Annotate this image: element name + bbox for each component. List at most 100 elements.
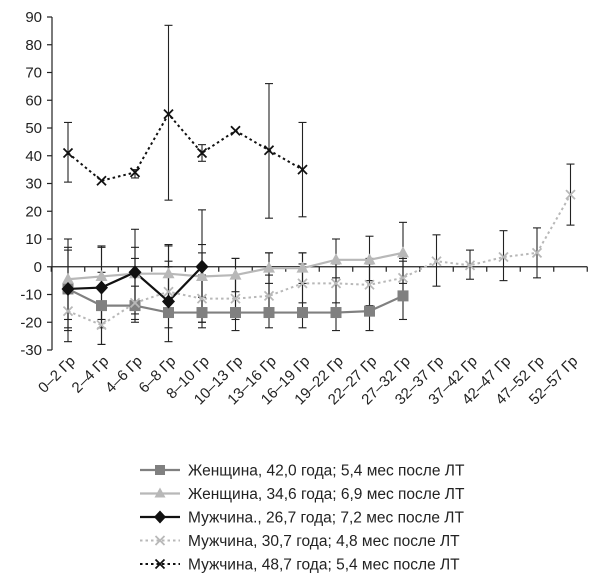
marker-stroke bbox=[196, 293, 208, 304]
series-marker bbox=[196, 307, 208, 319]
series-marker bbox=[196, 293, 208, 304]
marker-stroke bbox=[263, 290, 275, 302]
y-tick-label: -30 bbox=[20, 342, 42, 359]
legend: Женщина, 42,0 года; 5,4 мес после ЛТ Женщ… bbox=[140, 463, 465, 574]
marker-stroke bbox=[96, 175, 107, 186]
series-marker bbox=[162, 267, 175, 279]
series-marker bbox=[154, 535, 166, 546]
series-marker bbox=[162, 294, 175, 309]
series-marker bbox=[196, 147, 208, 159]
series-marker bbox=[297, 278, 308, 289]
series-marker bbox=[431, 256, 442, 267]
series-marker bbox=[296, 261, 309, 273]
series-marker bbox=[195, 259, 209, 274]
series-line bbox=[67, 112, 304, 182]
series-marker bbox=[230, 125, 241, 136]
marker-stroke bbox=[96, 319, 107, 331]
y-tick-label: 60 bbox=[25, 92, 42, 109]
series-marker bbox=[129, 167, 141, 178]
series-marker bbox=[95, 280, 108, 295]
marker-stroke bbox=[163, 286, 174, 297]
series-marker bbox=[330, 253, 342, 265]
series-marker bbox=[155, 465, 165, 475]
y-tick-label: 70 bbox=[25, 65, 42, 82]
series-marker bbox=[62, 306, 74, 317]
x-tick-label: 0–2 Гр bbox=[35, 353, 79, 397]
marker-stroke bbox=[129, 297, 141, 308]
series-marker bbox=[163, 286, 174, 297]
legend-label: Мужчина, 48,7 года; 5,4 мес после ЛТ bbox=[188, 557, 460, 574]
marker-stroke bbox=[129, 167, 141, 178]
series-marker bbox=[163, 108, 174, 120]
marker-stroke bbox=[330, 278, 342, 289]
series-marker bbox=[498, 251, 509, 263]
marker-stroke bbox=[431, 256, 442, 267]
series-marker bbox=[230, 293, 241, 304]
y-tick-label: -10 bbox=[20, 287, 42, 304]
y-tick-label: 90 bbox=[25, 9, 42, 26]
y-tick-label: -20 bbox=[20, 314, 42, 331]
series-marker bbox=[363, 253, 376, 265]
series-marker bbox=[330, 307, 342, 319]
series-marker bbox=[62, 272, 74, 284]
legend-item: Мужчина., 26,7 года; 7,2 мес после ЛТ bbox=[140, 510, 464, 527]
series-marker bbox=[129, 297, 141, 308]
marker-stroke bbox=[62, 306, 74, 317]
series-marker bbox=[229, 268, 242, 280]
series-marker bbox=[397, 246, 409, 258]
marker-stroke bbox=[62, 147, 74, 159]
legend-label: Женщина, 34,6 года; 6,9 мес после ЛТ bbox=[188, 486, 465, 503]
marker-stroke bbox=[297, 278, 308, 289]
marker-stroke bbox=[464, 260, 476, 271]
marker-stroke bbox=[498, 251, 509, 263]
marker-stroke bbox=[154, 535, 166, 546]
series-marker bbox=[531, 247, 543, 259]
series-lines bbox=[67, 112, 572, 327]
error-bars bbox=[64, 24, 575, 346]
series-marker bbox=[565, 189, 576, 200]
marker-stroke bbox=[230, 125, 241, 136]
series-marker bbox=[62, 147, 74, 159]
x-tick-label: 2–4 Гр bbox=[69, 353, 113, 397]
series-marker bbox=[96, 300, 107, 312]
y-tick-label: 50 bbox=[25, 120, 42, 137]
marker-stroke bbox=[263, 145, 275, 156]
marker-stroke bbox=[565, 189, 576, 200]
series-markers bbox=[61, 108, 576, 331]
legend-item: Женщина, 42,0 года; 5,4 мес после ЛТ bbox=[140, 463, 465, 480]
series-marker bbox=[364, 279, 375, 290]
y-tick-label: 10 bbox=[25, 231, 42, 248]
series-marker bbox=[230, 307, 241, 319]
marker-stroke bbox=[230, 293, 241, 304]
y-tick-label: 80 bbox=[25, 37, 42, 54]
y-tick-label: 20 bbox=[25, 203, 42, 220]
series-marker bbox=[263, 261, 275, 273]
series-marker bbox=[95, 269, 108, 281]
y-tick-label: 40 bbox=[25, 148, 42, 165]
series-marker bbox=[154, 487, 166, 498]
series-marker bbox=[263, 307, 275, 319]
series-marker bbox=[263, 145, 275, 156]
marker-stroke bbox=[196, 147, 208, 159]
series-marker bbox=[96, 175, 107, 186]
series-marker bbox=[128, 265, 142, 280]
series-marker bbox=[154, 558, 166, 570]
series-marker bbox=[96, 319, 107, 331]
legend-item: Мужчина, 48,7 года; 5,4 мес после ЛТ bbox=[140, 557, 460, 574]
marker-stroke bbox=[163, 108, 174, 120]
series-marker bbox=[163, 307, 174, 319]
series-marker bbox=[397, 290, 409, 302]
legend-label: Мужчина, 30,7 года; 4,8 мес после ЛТ bbox=[188, 533, 460, 550]
series-marker bbox=[364, 305, 375, 317]
marker-stroke bbox=[297, 164, 308, 175]
series-marker bbox=[297, 307, 308, 319]
y-tick-label: 0 bbox=[34, 259, 42, 276]
y-tick-label: 30 bbox=[25, 176, 42, 193]
legend-item: Женщина, 34,6 года; 6,9 мес после ЛТ bbox=[140, 486, 465, 503]
x-tick-label: 4–6 Гр bbox=[102, 353, 146, 397]
axes: 90 80 70 60 50 40 30 20 10 0 -10 -20 -30 bbox=[20, 9, 588, 359]
series-marker bbox=[263, 290, 275, 302]
marker-stroke bbox=[397, 272, 409, 283]
